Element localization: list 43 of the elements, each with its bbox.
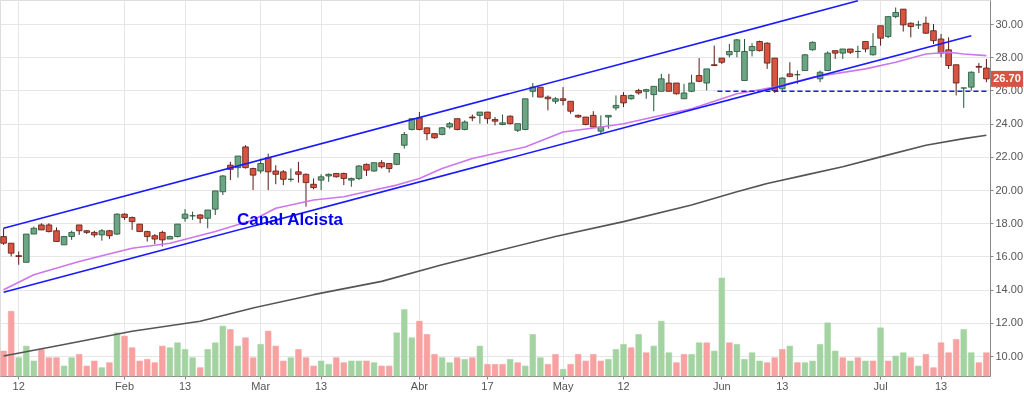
candlestick: [559, 86, 567, 106]
x-tick-label: 12: [617, 379, 630, 392]
x-tick-label: May: [552, 379, 574, 392]
y-tick-label: 14.00: [995, 283, 1024, 296]
x-tick-label: 13: [314, 379, 328, 392]
x-tick-label: Mar: [251, 379, 271, 392]
x-tick-label: Jul: [873, 379, 888, 392]
candlestick: [877, 25, 884, 47]
y-tick-label: 20.00: [995, 183, 1024, 196]
x-tick-label: 13: [776, 379, 789, 392]
x-tick-label: Abr: [410, 379, 429, 392]
x-tick-label: 13: [934, 379, 948, 392]
candlestick: [597, 114, 605, 135]
x-tick-label: Feb: [115, 379, 135, 392]
x-tick-label: 17: [481, 379, 494, 392]
y-tick-label: 16.00: [995, 249, 1024, 262]
candlestick: [476, 111, 484, 125]
x-tick-label: 12: [12, 379, 25, 392]
candlestick: [748, 42, 756, 57]
y-tick-label: 18.00: [995, 216, 1024, 229]
y-tick-label: 30.00: [995, 17, 1024, 30]
candlestick: [98, 228, 106, 242]
y-tick-label: 22.00: [995, 150, 1024, 163]
annotation: 26.70: [993, 71, 1021, 84]
x-tick-label: Jun: [712, 379, 731, 392]
y-tick-label: 26.00: [995, 83, 1024, 96]
candlestick: [15, 251, 22, 266]
candlestick: [824, 50, 831, 72]
candlestick: [711, 45, 718, 67]
candlestick: [680, 83, 688, 100]
annotation: Canal Alcista: [236, 210, 344, 229]
y-tick-label: 10.00: [995, 349, 1024, 362]
candlestick: [869, 32, 877, 57]
candlestick: [612, 94, 620, 111]
y-tick-label: 24.00: [995, 117, 1024, 130]
candlestick: [491, 116, 499, 126]
line-series: [2, 134, 988, 357]
candlestick: [703, 68, 710, 91]
y-tick-label: 12.00: [995, 316, 1024, 329]
y-tick-label: 28.00: [995, 50, 1024, 63]
x-tick-label: 13: [178, 379, 192, 392]
candlestick: [695, 57, 703, 83]
candlestick: [113, 212, 121, 236]
